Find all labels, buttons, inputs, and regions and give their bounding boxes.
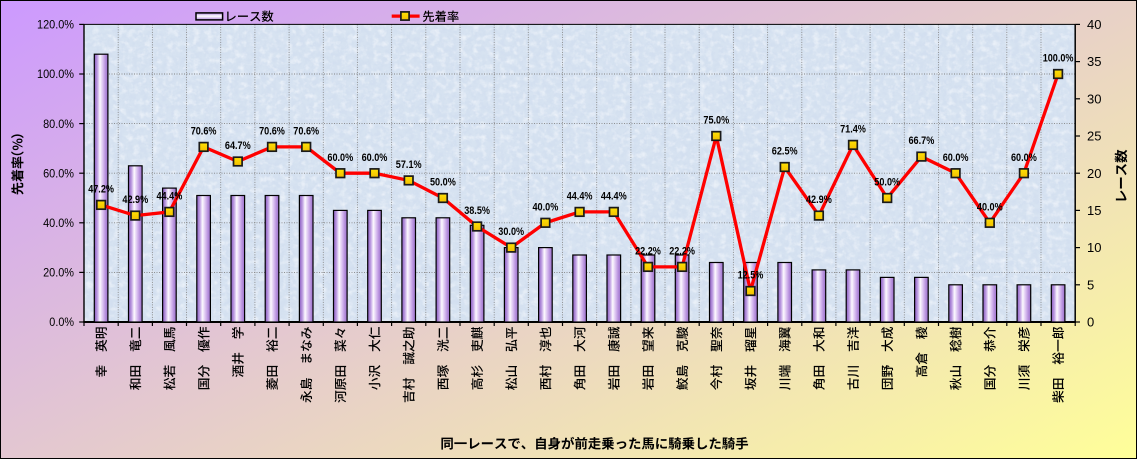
svg-text:70.6%: 70.6% — [259, 126, 285, 138]
svg-text:100.0%: 100.0% — [1043, 53, 1074, 65]
svg-text:75.0%: 75.0% — [703, 115, 729, 127]
svg-text:30: 30 — [1087, 91, 1101, 106]
svg-text:62.5%: 62.5% — [772, 146, 798, 158]
svg-text:71.4%: 71.4% — [840, 124, 866, 136]
svg-text:25: 25 — [1087, 129, 1101, 144]
svg-text:50.0%: 50.0% — [874, 177, 900, 189]
svg-text:60.0%: 60.0% — [362, 152, 388, 164]
svg-text:80.0%: 80.0% — [43, 117, 74, 131]
svg-text:50.0%: 50.0% — [430, 177, 456, 189]
svg-text:22.2%: 22.2% — [669, 246, 695, 258]
svg-text:57.1%: 57.1% — [396, 159, 422, 171]
svg-text:44.4%: 44.4% — [601, 191, 627, 203]
svg-text:64.7%: 64.7% — [225, 140, 251, 152]
svg-text:35: 35 — [1087, 54, 1101, 69]
svg-text:70.6%: 70.6% — [191, 126, 217, 138]
svg-text:40.0%: 40.0% — [43, 216, 74, 230]
svg-text:30.0%: 30.0% — [498, 226, 524, 238]
svg-text:42.9%: 42.9% — [122, 194, 148, 206]
svg-text:40.0%: 40.0% — [977, 201, 1003, 213]
svg-text:0: 0 — [1087, 315, 1094, 330]
svg-text:60.0%: 60.0% — [43, 166, 74, 180]
svg-text:40: 40 — [1087, 17, 1101, 32]
svg-text:10: 10 — [1087, 240, 1101, 255]
svg-text:47.2%: 47.2% — [88, 184, 114, 196]
svg-text:40.0%: 40.0% — [533, 201, 559, 213]
svg-text:70.6%: 70.6% — [293, 126, 319, 138]
svg-text:44.4%: 44.4% — [567, 191, 593, 203]
svg-text:100.0%: 100.0% — [37, 67, 74, 81]
svg-text:12.5%: 12.5% — [738, 270, 764, 282]
svg-text:38.5%: 38.5% — [464, 205, 490, 217]
svg-text:60.0%: 60.0% — [943, 152, 969, 164]
svg-text:120.0%: 120.0% — [37, 18, 74, 32]
svg-text:66.7%: 66.7% — [909, 135, 935, 147]
svg-text:60.0%: 60.0% — [1011, 152, 1037, 164]
svg-text:15: 15 — [1087, 203, 1101, 218]
svg-text:60.0%: 60.0% — [327, 152, 353, 164]
svg-text:44.4%: 44.4% — [157, 191, 183, 203]
svg-text:42.9%: 42.9% — [806, 194, 832, 206]
svg-text:22.2%: 22.2% — [635, 246, 661, 258]
svg-text:5: 5 — [1087, 277, 1094, 292]
svg-text:0.0%: 0.0% — [49, 315, 74, 329]
svg-text:20.0%: 20.0% — [43, 266, 74, 280]
svg-text:20: 20 — [1087, 166, 1101, 181]
